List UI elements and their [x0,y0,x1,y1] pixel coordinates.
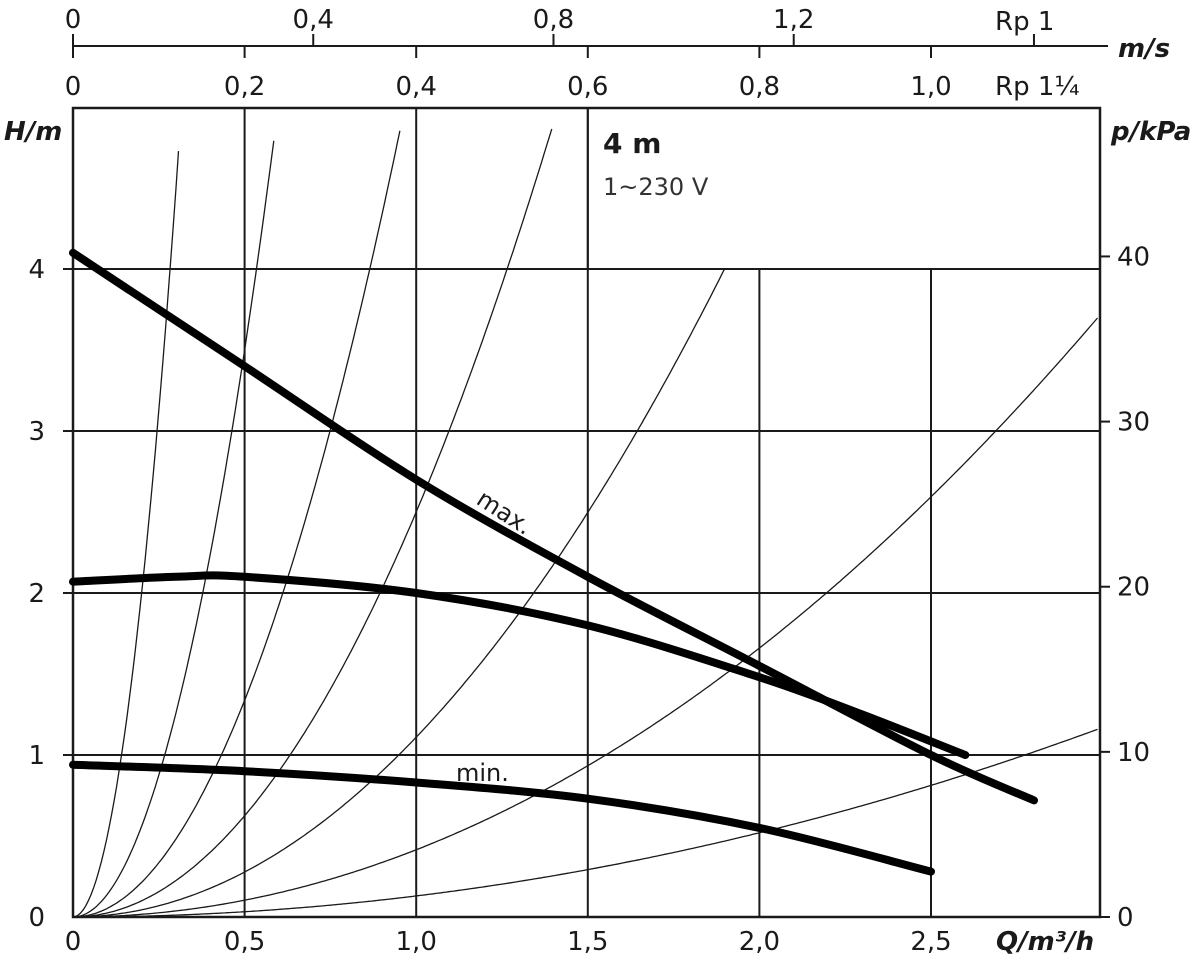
x-tick-label: 1,0 [396,927,437,957]
x-tick-label: 1,5 [567,927,608,957]
system-curve [73,317,1098,918]
x-axis-label: Q/m³/h [996,927,1094,957]
velocity-tick-label-rp1-quarter: 0,4 [396,72,437,102]
y-tick-label-right: 40 [1117,242,1150,272]
velocity-tick-label-rp1-quarter: 0,6 [567,72,608,102]
x-tick-label: 2,5 [910,927,951,957]
velocity-tick-label-rp1-quarter: 0,8 [739,72,780,102]
velocity-tick-label-rp1: 0,4 [293,5,334,35]
pump-curve-intermediate [69,571,970,759]
y-tick-label-right: 0 [1117,903,1134,933]
y-tick-label-left: 3 [28,417,45,447]
system-curve [72,140,275,918]
velocity-tick-label-rp1: 0,8 [533,5,574,35]
y-tick-label-left: 2 [28,579,45,609]
system-curve [72,151,180,918]
y-axis-label-left: H/m [4,117,62,147]
x-tick-label: 0 [65,927,82,957]
system-curve [73,130,401,918]
y-tick-label-left: 0 [28,903,45,933]
pump-curve-min [69,760,935,876]
velocity-tick-label-rp1-quarter: 0 [65,72,82,102]
y-tick-label-right: 20 [1117,573,1150,603]
y-tick-label-left: 1 [28,741,45,771]
velocity-unit-label: m/s [1118,34,1170,64]
x-tick-label: 2,0 [739,927,780,957]
pump-curves [69,248,1038,876]
system-curve [73,128,553,918]
velocity-tick-label-rp1: 1,2 [773,5,814,35]
chart-subtitle: 1~230 V [603,173,709,201]
system-curves [72,128,1098,918]
grid [71,106,1102,919]
plot-frame [71,106,1102,919]
velocity-tick-label-rp1: 0 [65,5,82,35]
system-curve [73,269,725,918]
chart-title: 4 m [603,127,661,160]
y-tick-label-right: 10 [1117,738,1150,768]
velocity-tick-label-rp1-quarter: 0,2 [224,72,265,102]
x-tick-label: 0,5 [224,927,265,957]
pipe-label-rp1: Rp 1 [995,7,1054,37]
system-curve [73,728,1098,918]
title-box: 4 m 1~230 V [586,108,709,269]
pump-curve-max [69,248,1038,805]
y-tick-label-left: 4 [28,255,45,285]
y-axis-label-right: p/kPa [1110,117,1191,147]
velocity-tick-label-rp1-quarter: 1,0 [910,72,951,102]
axes: H/m p/kPa Q/m³/h m/s Rp 1 Rp 1¼ [4,7,1191,957]
y-tick-label-right: 30 [1117,408,1150,438]
curve-label-min: min. [456,759,509,787]
pipe-label-rp1-quarter: Rp 1¼ [995,72,1080,102]
